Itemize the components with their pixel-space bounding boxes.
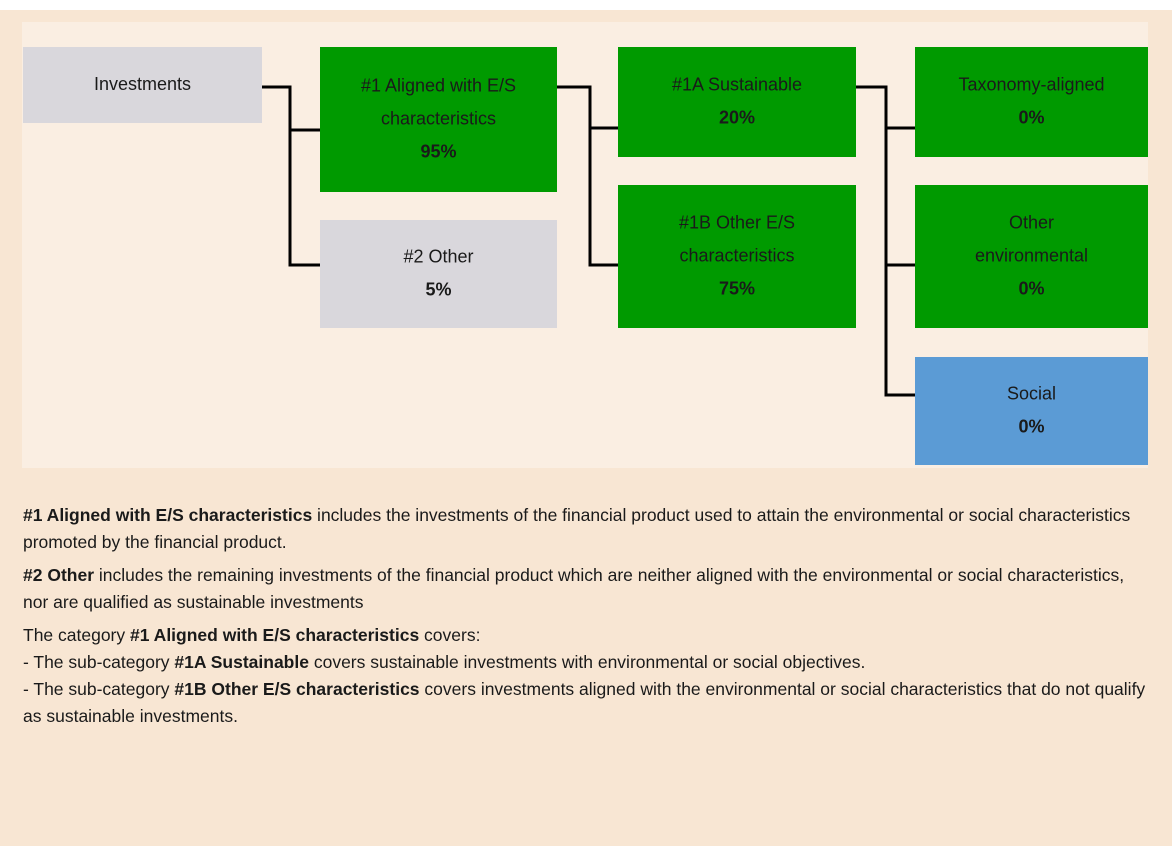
node: Other environmental 0% [915,185,1148,328]
text: covers sustainable investments with envi… [308,652,866,672]
node-label: #1 Aligned with E/S [361,75,516,95]
node-value: 0% [1018,416,1044,436]
node-box [320,47,557,192]
node: #2 Other 5% [320,220,557,328]
node-value: 0% [1018,107,1044,127]
node-label: #1B Other E/S [679,212,795,232]
text: - The sub-category [23,679,175,699]
text: covers investments aligned with the envi… [23,679,1146,726]
node-box [618,47,856,157]
text-line: #2 Other includes the remaining investme… [23,562,1153,616]
node-box [320,220,557,328]
node-label: #2 Other [403,246,473,266]
node-label: Investments [94,74,191,94]
text: covers: [419,625,481,645]
text: includes the remaining investments of th… [23,565,1125,612]
node-label: #1A Sustainable [672,74,802,94]
node-label: Social [1007,383,1056,403]
bold-text: #1A Sustainable [174,652,309,672]
node-value: 20% [719,107,755,127]
node-box [618,185,856,328]
text: The category [23,625,130,645]
bold-text: #1 Aligned with E/S characteristics [130,625,420,645]
node-value: 95% [420,141,456,161]
text-line: The category #1 Aligned with E/S charact… [23,622,1153,649]
paragraph: The category #1 Aligned with E/S charact… [23,622,1153,730]
node-label: characteristics [679,245,794,265]
connectors [262,85,915,397]
node: #1 Aligned with E/S characteristics 95% [320,47,557,192]
connector [262,85,320,267]
node-box [915,185,1148,328]
node-label: Other [1009,212,1054,232]
node-value: 75% [719,278,755,298]
bold-text: #2 Other [23,565,94,585]
node: Social 0% [915,357,1148,465]
node-label: environmental [975,245,1088,265]
paragraph: #2 Other includes the remaining investme… [23,562,1153,616]
node-label: characteristics [381,108,496,128]
node-label: Taxonomy-aligned [958,74,1104,94]
node: Taxonomy-aligned 0% [915,47,1148,157]
text: includes the investments of the financia… [23,505,1131,552]
connector [557,85,618,267]
node: Investments [23,47,262,123]
node-box [915,357,1148,465]
node-box [915,47,1148,157]
text-line: - The sub-category #1B Other E/S charact… [23,676,1153,730]
node: #1B Other E/S characteristics 75% [618,185,856,328]
paragraph: #1 Aligned with E/S characteristics incl… [23,502,1153,556]
page: Investments #1 Aligned with E/S characteri… [0,10,1172,846]
node-value: 0% [1018,278,1044,298]
node-value: 5% [425,279,451,299]
node: #1A Sustainable 20% [618,47,856,157]
diagram: Investments #1 Aligned with E/S characteri… [22,22,1148,468]
bold-text: #1B Other E/S characteristics [174,679,420,699]
bold-text: #1 Aligned with E/S characteristics [23,505,313,525]
text-line: #1 Aligned with E/S characteristics incl… [23,502,1153,556]
notes: #1 Aligned with E/S characteristics incl… [23,502,1153,736]
text-line: - The sub-category #1A Sustainable cover… [23,649,1153,676]
text: - The sub-category [23,652,175,672]
node-box [23,47,262,123]
connector [856,85,915,397]
